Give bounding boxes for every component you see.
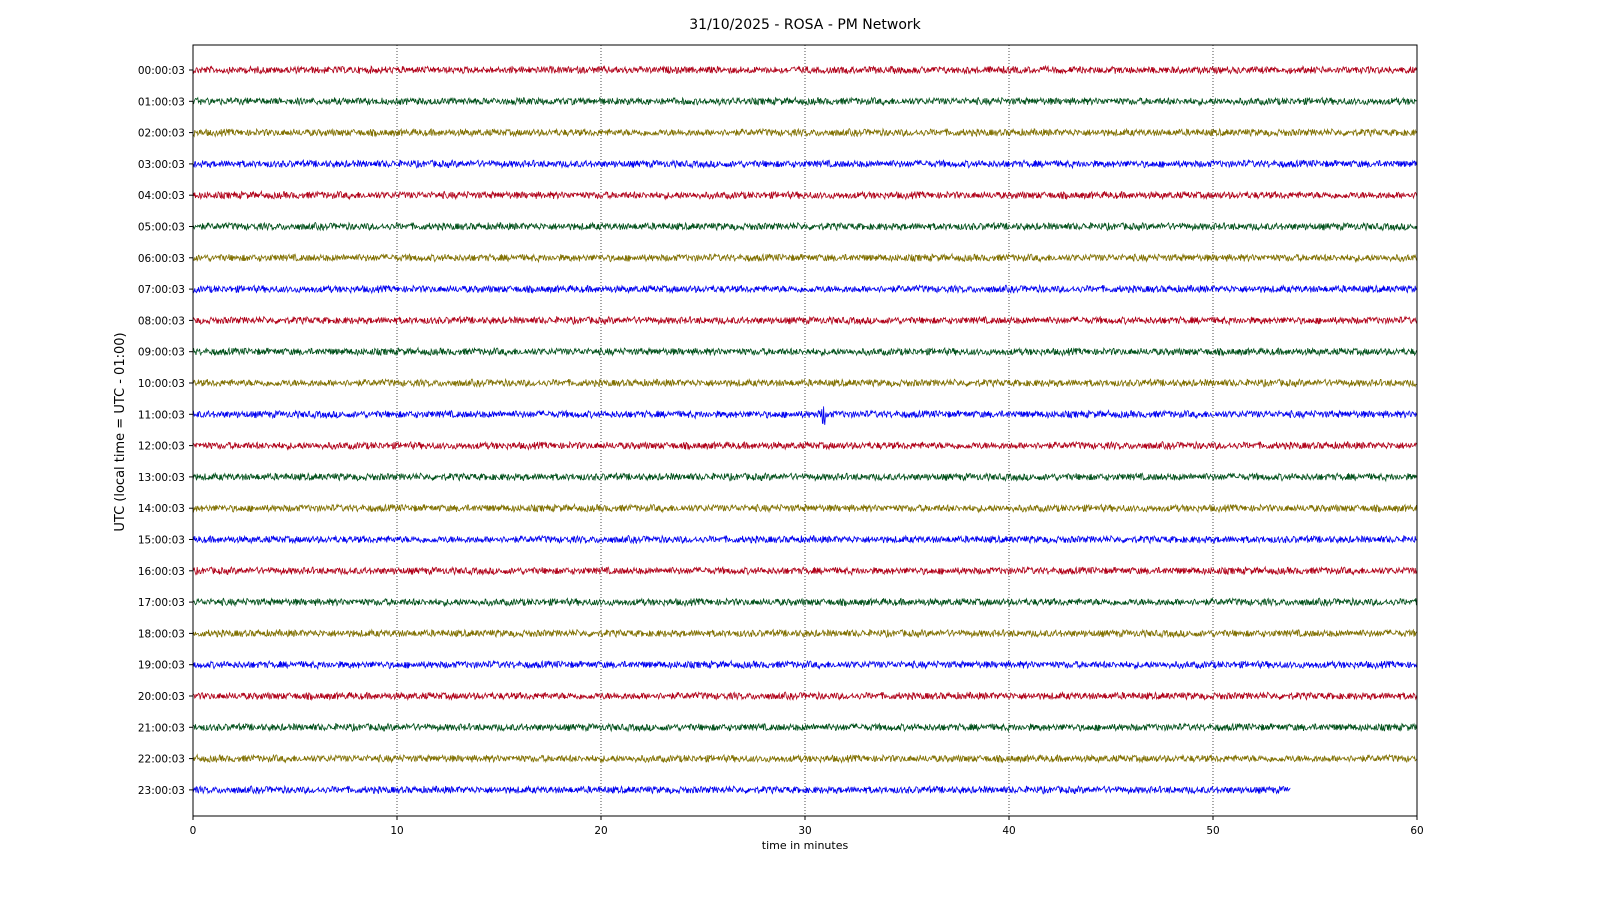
y-tick-label-18: 18:00:03 bbox=[138, 628, 185, 640]
trace-030003 bbox=[192, 158, 1418, 170]
x-tick-label-60: 60 bbox=[1410, 825, 1423, 837]
y-tick-label-22: 22:00:03 bbox=[138, 754, 185, 766]
y-tick-label-16: 16:00:03 bbox=[138, 566, 185, 578]
y-tick-label-5: 05:00:03 bbox=[138, 222, 185, 234]
trace-160003 bbox=[192, 565, 1418, 577]
y-tick-label-23: 23:00:03 bbox=[138, 785, 185, 797]
y-tick-label-7: 07:00:03 bbox=[138, 284, 185, 296]
trace-070003 bbox=[192, 283, 1418, 295]
y-tick-label-17: 17:00:03 bbox=[138, 597, 185, 609]
y-tick-label-21: 21:00:03 bbox=[138, 722, 185, 734]
y-tick-label-12: 12:00:03 bbox=[138, 441, 185, 453]
trace-040003 bbox=[192, 189, 1418, 201]
trace-090003 bbox=[192, 346, 1418, 357]
trace-120003 bbox=[192, 440, 1418, 451]
trace-080003 bbox=[192, 315, 1418, 326]
x-tick-label-20: 20 bbox=[594, 825, 607, 837]
x-tick-label-50: 50 bbox=[1206, 825, 1219, 837]
trace-210003 bbox=[192, 722, 1418, 733]
x-tick-label-40: 40 bbox=[1002, 825, 1015, 837]
x-tick-label-0: 0 bbox=[190, 825, 197, 837]
y-tick-label-1: 01:00:03 bbox=[138, 96, 185, 108]
grid-lines bbox=[396, 45, 1214, 816]
y-tick-label-2: 02:00:03 bbox=[138, 128, 185, 140]
trace-140003 bbox=[192, 502, 1418, 514]
trace-220003 bbox=[192, 753, 1418, 764]
y-tick-label-19: 19:00:03 bbox=[138, 660, 185, 672]
trace-000003 bbox=[192, 64, 1418, 76]
y-tick-label-3: 03:00:03 bbox=[138, 159, 185, 171]
y-tick-label-15: 15:00:03 bbox=[138, 535, 185, 547]
y-tick-label-8: 08:00:03 bbox=[138, 315, 185, 327]
trace-180003 bbox=[192, 628, 1417, 639]
trace-150003 bbox=[192, 534, 1418, 545]
trace-170003 bbox=[192, 596, 1418, 608]
trace-020003 bbox=[192, 127, 1418, 138]
trace-050003 bbox=[192, 221, 1418, 232]
trace-230003 bbox=[192, 784, 1291, 795]
y-tick-label-0: 00:00:03 bbox=[138, 65, 185, 77]
trace-190003 bbox=[192, 659, 1418, 671]
x-tick-label-30: 30 bbox=[798, 825, 811, 837]
y-tick-label-14: 14:00:03 bbox=[138, 503, 185, 515]
chart-title: 31/10/2025 - ROSA - PM Network bbox=[689, 17, 921, 33]
y-tick-label-10: 10:00:03 bbox=[138, 378, 185, 390]
y-tick-label-13: 13:00:03 bbox=[138, 472, 185, 484]
trace-100003 bbox=[192, 377, 1418, 389]
y-tick-label-9: 09:00:03 bbox=[138, 347, 185, 359]
trace-200003 bbox=[192, 690, 1418, 701]
trace-130003 bbox=[192, 471, 1418, 483]
x-tick-labels: 0 10 20 30 40 50 60 bbox=[190, 816, 1424, 837]
trace-110003 bbox=[192, 406, 1418, 425]
trace-lines bbox=[192, 64, 1418, 795]
y-tick-label-6: 06:00:03 bbox=[138, 253, 185, 265]
y-axis-label: UTC (local time = UTC - 01:00) bbox=[113, 332, 128, 531]
x-axis-label: time in minutes bbox=[762, 839, 849, 852]
y-tick-label-4: 04:00:03 bbox=[138, 190, 185, 202]
trace-010003 bbox=[192, 95, 1418, 107]
y-tick-label-11: 11:00:03 bbox=[138, 409, 185, 421]
plot-frame bbox=[192, 44, 1418, 817]
y-tick-label-20: 20:00:03 bbox=[138, 691, 185, 703]
y-tick-labels: 00:00:03 01:00:03 02:00:03 03:00:03 04:00:03… bbox=[138, 65, 193, 797]
x-tick-label-10: 10 bbox=[390, 825, 403, 837]
trace-060003 bbox=[192, 252, 1418, 264]
